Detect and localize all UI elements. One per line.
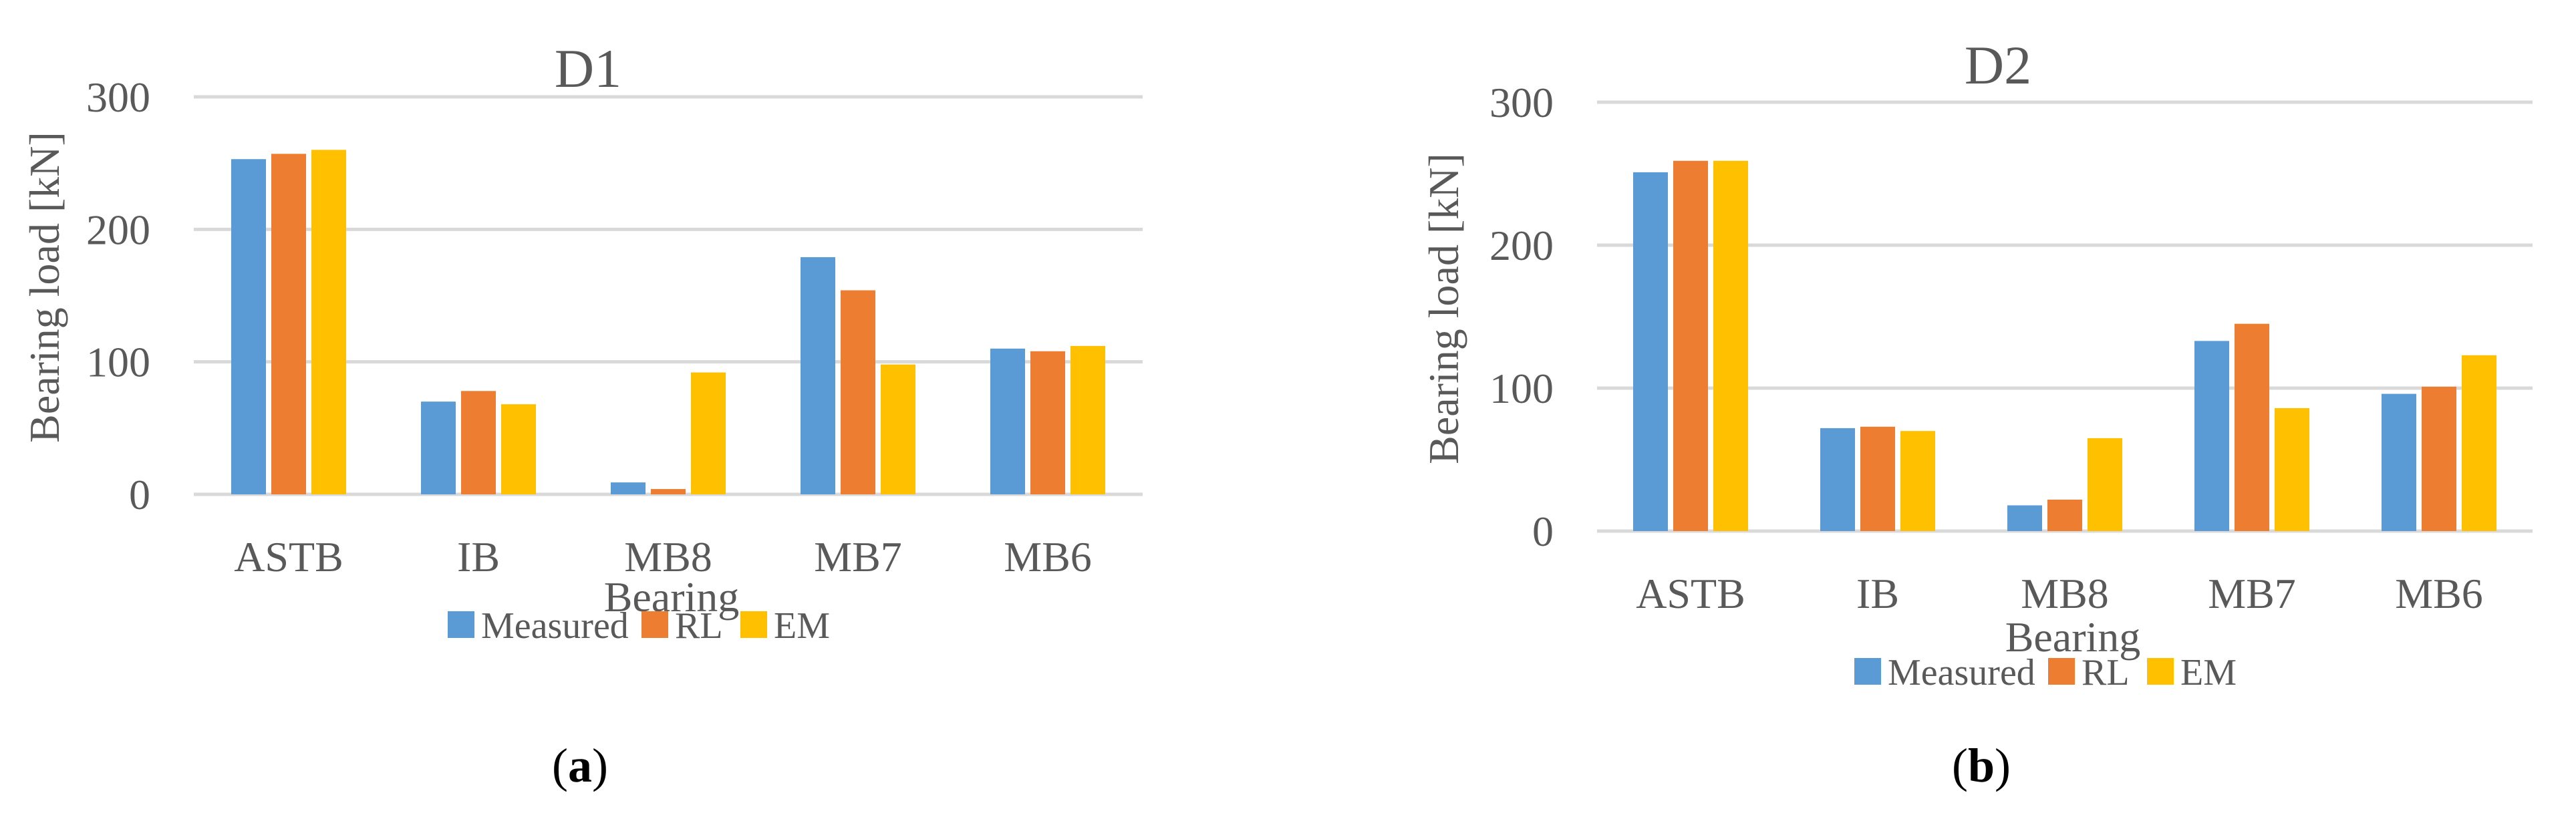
y-tick-label: 300	[1489, 79, 1554, 126]
y-tick-label: 100	[86, 339, 150, 386]
chart-d1: 0 100 200 300 D1 Bearing load [kN] ASTB IB MB8 MB…	[21, 38, 1143, 792]
legend-label: RL	[675, 605, 723, 647]
bar-rl-mb7	[841, 290, 875, 494]
bar-em-mb6	[1070, 345, 1105, 494]
legend-label: Measured	[481, 605, 629, 647]
bar-measured-mb8	[2007, 505, 2042, 531]
y-tick-label: 200	[86, 206, 150, 253]
x-tick-label: MB8	[2021, 570, 2109, 617]
x-tick-label: ASTB	[234, 533, 343, 581]
y-axis-label: Bearing load [kN]	[21, 132, 68, 443]
bar-measured-ib	[421, 401, 456, 494]
bar-em-ib	[1900, 431, 1935, 531]
y-axis-label: Bearing load [kN]	[1420, 153, 1467, 464]
y-tick-label: 0	[129, 471, 150, 518]
x-axis-label: Bearing	[604, 573, 740, 621]
legend-swatch-measured	[1854, 658, 1881, 685]
legend-label: RL	[2082, 652, 2130, 693]
bar-em-ib	[501, 404, 536, 494]
bar-rl-astb	[1673, 160, 1708, 532]
bar-measured-mb7	[801, 257, 835, 494]
legend-label: Measured	[1888, 652, 2035, 693]
legend-swatch-em	[740, 611, 767, 638]
bar-em-mb8	[691, 372, 726, 494]
legend-label: EM	[774, 605, 830, 647]
bar-measured-ib	[1820, 428, 1855, 531]
bar-rl-astb	[271, 154, 306, 495]
bar-rl-mb6	[1030, 351, 1065, 494]
subfigure-caption: (b)	[1952, 739, 2011, 792]
bar-em-mb7	[2275, 407, 2309, 531]
caption-close-paren: )	[592, 739, 608, 792]
caption-close-paren: )	[1995, 739, 2011, 792]
x-tick-label: MB7	[814, 533, 902, 581]
bar-rl-ib	[1860, 426, 1895, 531]
y-tick-label: 300	[86, 73, 150, 121]
bar-measured-mb6	[990, 348, 1025, 494]
bar-measured-astb	[1633, 172, 1668, 531]
bar-measured-mb6	[2382, 393, 2416, 531]
legend: Measured RL EM	[1854, 652, 2237, 693]
x-tick-label: MB7	[2208, 570, 2296, 617]
bar-measured-mb8	[611, 482, 646, 494]
bar-em-mb8	[2088, 438, 2122, 531]
x-tick-label: MB6	[2395, 570, 2483, 617]
bar-rl-mb8	[2047, 499, 2082, 531]
legend-swatch-rl	[2048, 658, 2075, 685]
bar-rl-mb8	[651, 489, 686, 494]
x-tick-label: MB8	[624, 533, 712, 581]
legend-label: EM	[2180, 652, 2237, 693]
caption-letter: b	[1968, 739, 1995, 792]
legend-swatch-em	[2147, 658, 2174, 685]
bar-measured-mb7	[2194, 341, 2229, 531]
y-tick-label: 0	[1532, 508, 1554, 555]
chart-d2: 0 100 200 300 D2 Bearing load [kN] ASTB IB MB8 MB…	[1420, 35, 2533, 792]
bar-em-mb7	[881, 364, 915, 494]
y-tick-label: 200	[1489, 222, 1554, 269]
bar-em-astb	[1713, 160, 1748, 532]
chart-title: D2	[1965, 35, 2031, 96]
x-tick-label: IB	[1856, 570, 1899, 617]
bar-rl-mb7	[2235, 323, 2269, 531]
legend-swatch-measured	[448, 611, 474, 638]
chart-title: D1	[555, 38, 621, 99]
bar-measured-astb	[231, 159, 266, 494]
caption-letter: a	[568, 739, 592, 792]
x-axis-label: Bearing	[2005, 613, 2141, 661]
x-tick-label: MB6	[1004, 533, 1092, 581]
caption-open-paren: (	[552, 739, 568, 792]
subfigure-caption: (a)	[552, 739, 608, 792]
legend: Measured RL EM	[448, 605, 830, 647]
x-tick-label: IB	[457, 533, 500, 581]
bar-rl-mb6	[2422, 386, 2456, 531]
bar-em-astb	[311, 150, 346, 495]
bar-em-mb6	[2462, 355, 2496, 531]
y-tick-label: 100	[1489, 365, 1554, 412]
legend-swatch-rl	[641, 611, 668, 638]
x-tick-label: ASTB	[1636, 570, 1745, 617]
bar-rl-ib	[461, 391, 496, 494]
caption-open-paren: (	[1952, 739, 1968, 792]
